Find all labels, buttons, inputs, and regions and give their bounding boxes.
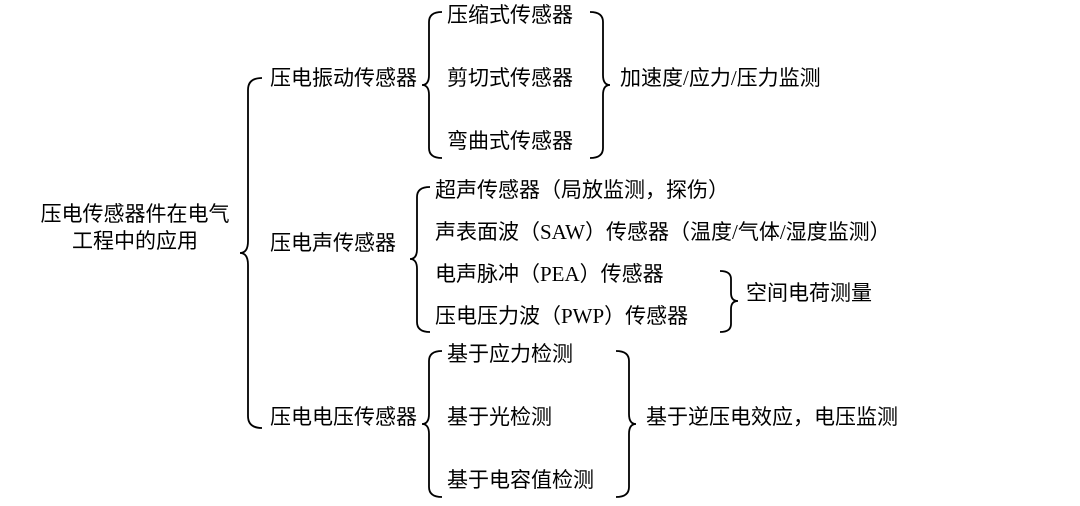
b3-child-capacitance: 基于电容值检测 — [447, 467, 594, 494]
b2-brace-close — [720, 271, 738, 332]
b1-brace-close — [590, 12, 610, 158]
b3-brace-open — [422, 351, 442, 497]
b2-child-pwp: 压电压力波（PWP）传感器 — [435, 303, 688, 330]
b2-annotation: 空间电荷测量 — [746, 280, 872, 307]
b2-child-pea: 电声脉冲（PEA）传感器 — [435, 261, 664, 288]
root-line1: 压电传感器件在电气 — [41, 202, 230, 226]
b3-child-optical: 基于光检测 — [447, 404, 552, 431]
b2-child-ultrasonic: 超声传感器（局放监测，探伤） — [435, 177, 729, 204]
brace-path — [240, 78, 262, 428]
root-brace-open — [240, 78, 262, 428]
branch-vibration-sensor: 压电振动传感器 — [270, 65, 417, 92]
brace-path — [422, 351, 442, 497]
branch-voltage-sensor: 压电电压传感器 — [270, 404, 417, 431]
branch-acoustic-sensor: 压电声传感器 — [270, 230, 396, 257]
brace-path — [410, 187, 430, 332]
b2-brace-open — [410, 187, 430, 332]
b1-annotation: 加速度/应力/压力监测 — [620, 65, 821, 92]
brace-path — [422, 12, 442, 158]
b1-brace-open — [422, 12, 442, 158]
b1-child-bending: 弯曲式传感器 — [447, 128, 573, 155]
root-node: 压电传感器件在电气 工程中的应用 — [30, 201, 240, 256]
b3-child-stress: 基于应力检测 — [447, 341, 573, 368]
brace-path — [720, 271, 738, 332]
b3-annotation: 基于逆压电效应，电压监测 — [646, 404, 898, 431]
brace-path — [590, 12, 610, 158]
brace-path — [616, 351, 636, 497]
b2-child-saw: 声表面波（SAW）传感器（温度/气体/湿度监测） — [435, 219, 891, 246]
b3-brace-close — [616, 351, 636, 497]
b1-child-shear: 剪切式传感器 — [447, 65, 573, 92]
root-line2: 工程中的应用 — [72, 229, 198, 253]
b1-child-compression: 压缩式传感器 — [447, 2, 573, 29]
